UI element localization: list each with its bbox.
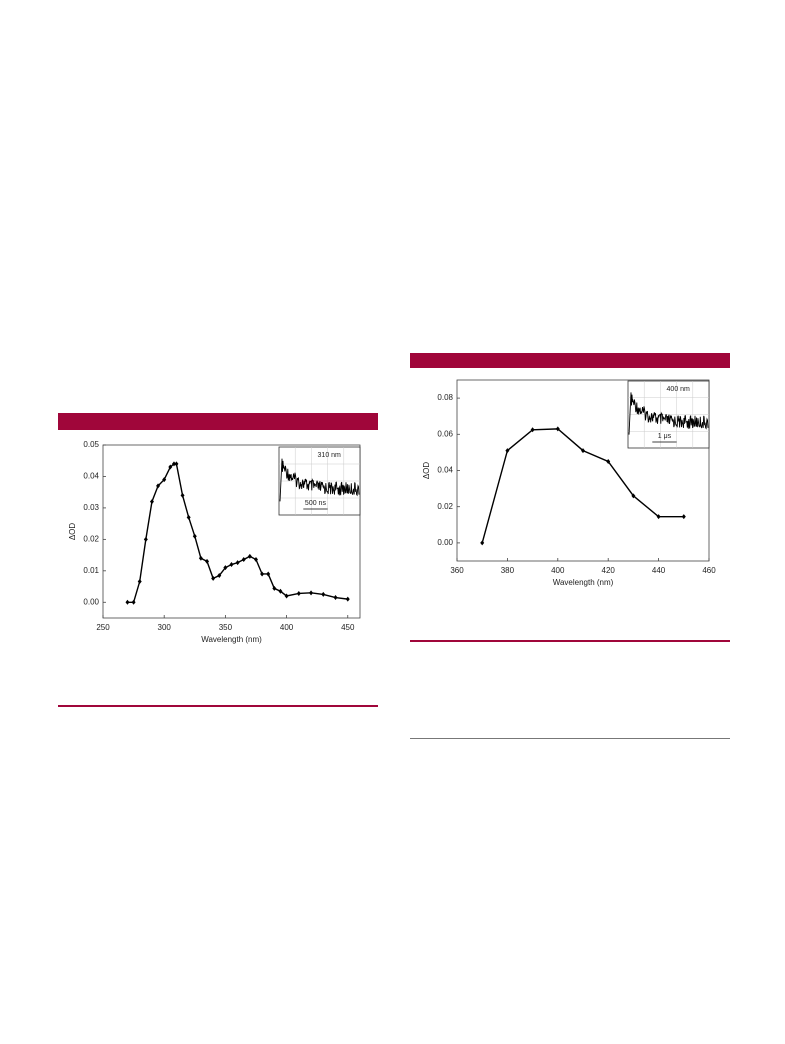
data-point xyxy=(505,448,510,454)
section-bar xyxy=(58,413,378,430)
data-point xyxy=(131,599,136,605)
data-point xyxy=(162,477,167,483)
data-point xyxy=(296,590,301,596)
data-point xyxy=(333,595,338,601)
x-axis-label: Wavelength (nm) xyxy=(553,578,614,587)
inset-label: 400 nm xyxy=(667,386,691,393)
data-point xyxy=(143,536,148,542)
y-tick-label: 0.06 xyxy=(437,429,453,438)
data-point xyxy=(253,556,258,562)
y-tick-label: 0.01 xyxy=(83,566,99,575)
y-tick-label: 0.04 xyxy=(437,466,453,475)
data-point xyxy=(229,562,234,568)
inset-scale-label: 1 μs xyxy=(658,433,672,440)
y-tick-label: 0.05 xyxy=(83,440,99,449)
data-point xyxy=(168,464,173,470)
inset-trace xyxy=(279,458,360,502)
rule xyxy=(410,640,730,642)
y-tick-label: 0.02 xyxy=(437,502,453,511)
inset-scale-label: 500 ns xyxy=(305,500,327,507)
x-tick-label: 250 xyxy=(96,623,110,632)
x-tick-label: 440 xyxy=(652,566,666,575)
x-tick-label: 400 xyxy=(551,566,565,575)
data-point xyxy=(205,558,210,564)
data-point xyxy=(171,461,176,467)
data-point xyxy=(247,553,252,559)
y-tick-label: 0.08 xyxy=(437,393,453,402)
x-tick-label: 460 xyxy=(702,566,716,575)
data-point xyxy=(137,579,142,585)
y-tick-label: 0.00 xyxy=(83,597,99,606)
x-axis-label: Wavelength (nm) xyxy=(201,635,262,644)
x-tick-label: 380 xyxy=(501,566,515,575)
data-point xyxy=(656,514,661,520)
data-point xyxy=(149,499,154,505)
data-point xyxy=(241,556,246,562)
section-bar xyxy=(410,353,730,368)
inset-trace xyxy=(628,392,709,435)
data-point xyxy=(174,461,179,467)
x-tick-label: 350 xyxy=(219,623,233,632)
rule xyxy=(58,705,378,707)
data-point xyxy=(345,596,350,602)
data-point xyxy=(581,448,585,454)
y-tick-label: 0.03 xyxy=(83,503,99,512)
data-point xyxy=(278,588,283,594)
data-point xyxy=(631,493,636,499)
x-tick-label: 360 xyxy=(450,566,464,575)
data-point xyxy=(555,426,560,432)
y-tick-label: 0.02 xyxy=(83,534,99,543)
x-tick-label: 300 xyxy=(158,623,172,632)
data-point xyxy=(681,514,686,520)
data-point xyxy=(321,591,326,597)
plot-frame xyxy=(102,444,361,619)
y-axis-label: ΔOD xyxy=(422,462,431,480)
x-tick-label: 400 xyxy=(280,623,294,632)
data-point xyxy=(192,533,197,539)
data-point xyxy=(186,514,191,520)
data-point xyxy=(156,483,161,489)
x-tick-label: 450 xyxy=(341,623,355,632)
data-point xyxy=(235,560,240,566)
data-point xyxy=(223,565,228,571)
data-point xyxy=(480,540,485,546)
y-tick-label: 0.00 xyxy=(437,538,453,547)
inset-label: 310 nm xyxy=(318,452,342,459)
data-point xyxy=(180,492,185,498)
data-point xyxy=(606,458,611,464)
data-point xyxy=(217,573,222,579)
data-point xyxy=(125,599,130,605)
data-point xyxy=(309,590,314,596)
data-point xyxy=(198,555,203,561)
data-point xyxy=(260,571,265,577)
data-point xyxy=(266,571,271,577)
y-tick-label: 0.04 xyxy=(83,472,99,481)
rule xyxy=(410,738,730,739)
data-point xyxy=(211,575,216,581)
y-axis-label: ΔOD xyxy=(68,523,77,541)
x-tick-label: 420 xyxy=(602,566,616,575)
data-point xyxy=(530,427,535,433)
data-point xyxy=(284,593,289,599)
data-point xyxy=(272,585,277,591)
